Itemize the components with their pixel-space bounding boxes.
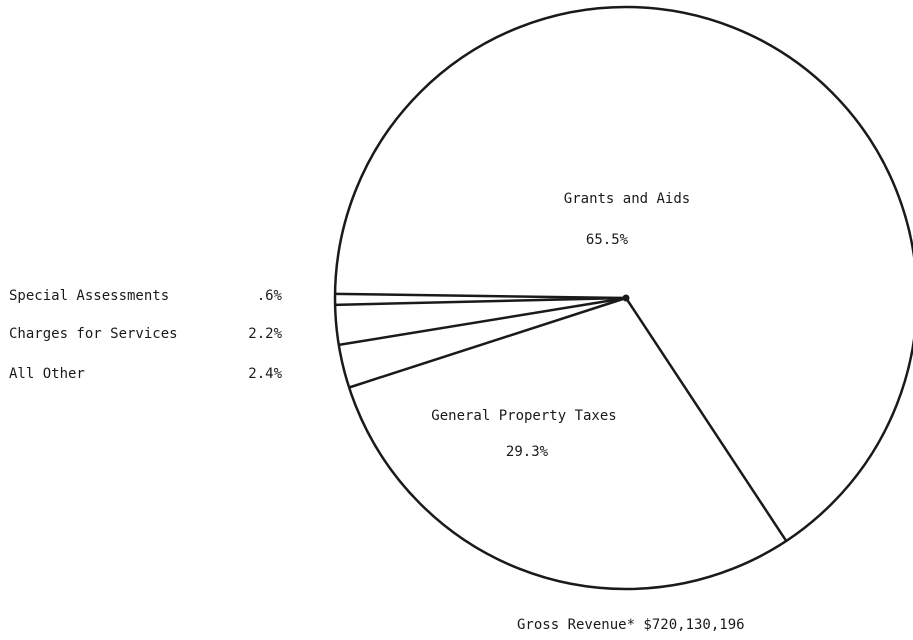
slice-value-special-assessments: .6% <box>256 288 282 304</box>
slice-value-grants-and-aids: 65.5% <box>586 232 629 248</box>
slice-value-charges-for-services: 2.2% <box>248 326 282 342</box>
slice-boundary-1 <box>348 296 627 389</box>
slice-label-all-other: All Other <box>9 366 85 382</box>
slice-label-special-assessments: Special Assessments <box>9 288 170 304</box>
slice-label-grants-and-aids: Grants and Aids <box>564 191 690 207</box>
slice-boundary-2 <box>338 296 627 347</box>
slice-label-general-property-taxes: General Property Taxes <box>431 408 616 424</box>
pie-center-dot <box>622 294 630 302</box>
slice-value-general-property-taxes: 29.3% <box>506 444 549 460</box>
slice-boundary-4 <box>334 292 627 300</box>
slice-label-charges-for-services: Charges for Services <box>9 326 178 342</box>
slice-boundary-3 <box>335 296 627 307</box>
slice-boundary-0 <box>624 297 788 542</box>
slice-value-all-other: 2.4% <box>248 366 282 382</box>
chart-footnote: Gross Revenue* $720,130,196 <box>517 617 745 633</box>
